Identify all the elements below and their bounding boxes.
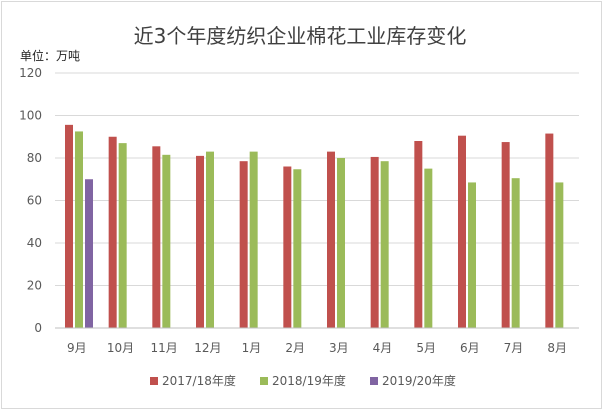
bar-1-3 <box>206 151 214 328</box>
bar-1-9 <box>468 182 476 328</box>
bar-0-5 <box>283 166 292 328</box>
bar-0-6 <box>327 151 335 328</box>
legend-swatch <box>370 377 378 385</box>
y-tick-label: 100 <box>19 109 42 123</box>
bar-0-9 <box>458 135 466 328</box>
y-tick-label: 120 <box>19 66 42 80</box>
bar-1-11 <box>555 182 564 328</box>
bar-0-7 <box>370 156 379 328</box>
bar-0-1 <box>108 136 117 328</box>
x-tick-label: 12月 <box>194 341 221 355</box>
x-tick-label: 9月 <box>67 341 87 355</box>
x-tick-label: 2月 <box>285 341 305 355</box>
bar-1-7 <box>380 161 389 328</box>
bar-0-8 <box>414 141 423 328</box>
y-axis-ticks: 0 20 40 60 80 100 120 <box>19 66 42 335</box>
bar-1-10 <box>511 178 520 328</box>
bar-0-3 <box>196 155 204 328</box>
bar-1-0 <box>75 131 83 328</box>
bar-0-0 <box>65 124 73 328</box>
legend-label: 2019/20年度 <box>382 373 456 388</box>
chart-title: 近3个年度纺织企业棉花工业库存变化 <box>134 24 467 48</box>
x-tick-label: 3月 <box>329 341 349 355</box>
x-tick-label: 5月 <box>416 341 436 355</box>
x-tick-label: 1月 <box>242 341 262 355</box>
bar-0-4 <box>239 161 248 328</box>
y-tick-label: 60 <box>27 194 42 208</box>
bars <box>65 124 564 328</box>
legend: 2017/18年度 2018/19年度 2019/20年度 <box>150 373 456 388</box>
x-tick-label: 8月 <box>547 341 567 355</box>
bar-0-2 <box>152 146 161 328</box>
x-axis-ticks: 9月 10月 11月 12月 1月 2月 3月 4月 5月 6月 7月 8月 <box>67 341 567 355</box>
bar-0-10 <box>501 142 510 328</box>
gridlines <box>55 72 579 286</box>
y-axis-unit-label: 单位：万吨 <box>20 48 80 63</box>
x-tick-label: 4月 <box>373 341 393 355</box>
legend-swatch <box>150 377 158 385</box>
bar-0-11 <box>545 133 554 328</box>
y-tick-label: 20 <box>27 279 42 293</box>
bar-2-0 <box>85 179 93 328</box>
x-tick-label: 10月 <box>107 341 134 355</box>
x-tick-label: 6月 <box>460 341 480 355</box>
bar-1-4 <box>249 151 258 328</box>
y-tick-label: 80 <box>27 151 42 165</box>
legend-swatch <box>260 377 268 385</box>
bar-1-6 <box>337 158 345 328</box>
bar-1-5 <box>293 169 302 328</box>
legend-label: 2017/18年度 <box>162 373 236 388</box>
legend-label: 2018/19年度 <box>272 373 346 388</box>
bar-1-8 <box>424 168 433 328</box>
x-tick-label: 11月 <box>151 341 178 355</box>
bar-1-1 <box>118 143 127 328</box>
y-tick-label: 40 <box>27 236 42 250</box>
x-tick-label: 7月 <box>504 341 524 355</box>
bar-1-2 <box>162 154 171 328</box>
y-tick-label: 0 <box>34 321 42 335</box>
